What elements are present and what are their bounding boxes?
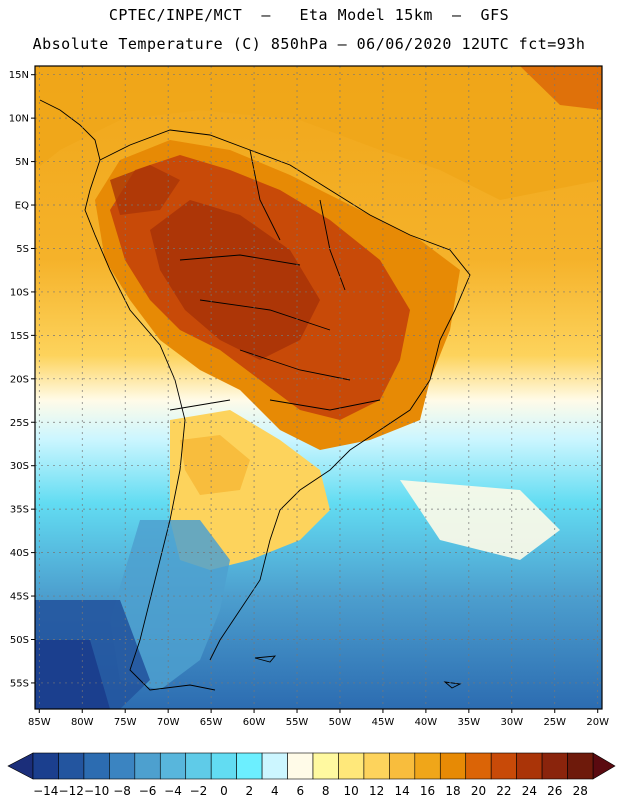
graticule — [35, 66, 602, 709]
colorbar-label: 16 — [420, 784, 435, 798]
colorbar-bin — [236, 752, 263, 780]
lon-label: 25W — [543, 717, 566, 728]
lon-label: 75W — [114, 717, 137, 728]
colorbar-bin — [439, 752, 467, 780]
lon-label: 70W — [157, 717, 180, 728]
colorbar-bin — [541, 752, 568, 780]
latitude-labels: 15N 10N 5N EQ 5S 10S 15S 20S 25S 30S 35S 40S 45S 50S 5… — [9, 70, 35, 689]
temperature-field — [35, 66, 602, 709]
colorbar-label: 24 — [522, 784, 537, 798]
lat-label: 10N — [9, 114, 29, 125]
lon-label: 50W — [329, 717, 352, 728]
colorbar-label: −6 — [139, 784, 157, 798]
lat-label: 30S — [10, 461, 29, 472]
lon-label: 80W — [71, 717, 94, 728]
lon-label: 60W — [243, 717, 266, 728]
lat-label: 5N — [15, 157, 29, 168]
lon-label: 35W — [458, 717, 481, 728]
colorbar-bin — [567, 752, 594, 780]
longitude-labels: 85W 80W 75W 70W 65W 60W 55W 50W 45W 40W 35W 30W 25W 2… — [28, 709, 609, 728]
colorbar-bin — [185, 752, 212, 780]
colorbar-label: −14 — [33, 784, 58, 798]
colorbar-bin — [210, 752, 237, 780]
map-title: CPTEC/INPE/MCT – Eta Model 15km – GFS — [108, 6, 510, 24]
colorbar-label: 4 — [271, 784, 279, 798]
colorbar-over-arrow — [592, 752, 616, 780]
colorbar-bin — [414, 752, 441, 780]
lat-label: 50S — [10, 635, 29, 646]
colorbar: −14 −12 −10 −8 −6 −4 −2 0 2 4 6 8 10 12 14 16 18 20 22 24 26… — [7, 752, 616, 798]
lon-label: 65W — [200, 717, 223, 728]
colorbar-bin — [159, 752, 187, 780]
lon-label: 55W — [286, 717, 309, 728]
lat-label: 55S — [10, 678, 29, 689]
colorbar-bin — [109, 752, 136, 780]
lat-label: 15S — [10, 331, 29, 342]
colorbar-bin — [32, 752, 59, 780]
colorbar-bin — [58, 752, 85, 780]
colorbar-bin — [312, 752, 339, 780]
lat-label: 10S — [10, 287, 29, 298]
lat-label: 5S — [16, 244, 29, 255]
colorbar-label: −2 — [190, 784, 208, 798]
map-frame — [34, 65, 603, 710]
colorbar-label: 28 — [573, 784, 588, 798]
colorbar-label: 22 — [496, 784, 511, 798]
lat-label: 35S — [10, 505, 29, 516]
colorbar-bin — [261, 752, 288, 780]
colorbar-bin — [465, 752, 492, 780]
lat-label: 15N — [9, 70, 29, 81]
lat-label: 20S — [10, 374, 29, 385]
colorbar-label: −8 — [113, 784, 131, 798]
colorbar-label: 6 — [296, 784, 304, 798]
colorbar-bin — [134, 752, 161, 780]
colorbar-bin — [490, 752, 517, 780]
colorbar-label: 2 — [246, 784, 254, 798]
colorbar-label: −12 — [59, 784, 84, 798]
colorbar-label: 26 — [547, 784, 562, 798]
colorbar-label: −4 — [164, 784, 182, 798]
lon-label: 45W — [372, 717, 395, 728]
lon-label: 40W — [415, 717, 438, 728]
colorbar-bin — [83, 752, 110, 780]
lat-label: 40S — [10, 548, 29, 559]
colorbar-label: 18 — [445, 784, 460, 798]
colorbar-under-arrow — [7, 752, 34, 780]
colorbar-label: 20 — [471, 784, 486, 798]
colorbar-label: 0 — [220, 784, 228, 798]
colorbar-label: −10 — [84, 784, 109, 798]
colorbar-bin — [516, 752, 543, 780]
colorbar-label: 14 — [394, 784, 409, 798]
lat-label: 45S — [10, 592, 29, 603]
map-subtitle: Absolute Temperature (C) 850hPa – 06/06/… — [32, 35, 586, 53]
coastlines — [39, 99, 471, 691]
lon-label: 20W — [586, 717, 609, 728]
lat-label: 25S — [10, 418, 29, 429]
colorbar-bin — [338, 752, 365, 780]
lon-label: 85W — [28, 717, 51, 728]
colorbar-bin — [363, 752, 390, 780]
colorbar-label: 10 — [344, 784, 359, 798]
lon-label: 30W — [500, 717, 523, 728]
colorbar-bin — [389, 752, 416, 780]
colorbar-label: 8 — [322, 784, 330, 798]
colorbar-bin — [287, 752, 314, 780]
colorbar-label: 12 — [369, 784, 384, 798]
lat-label: EQ — [15, 201, 29, 212]
